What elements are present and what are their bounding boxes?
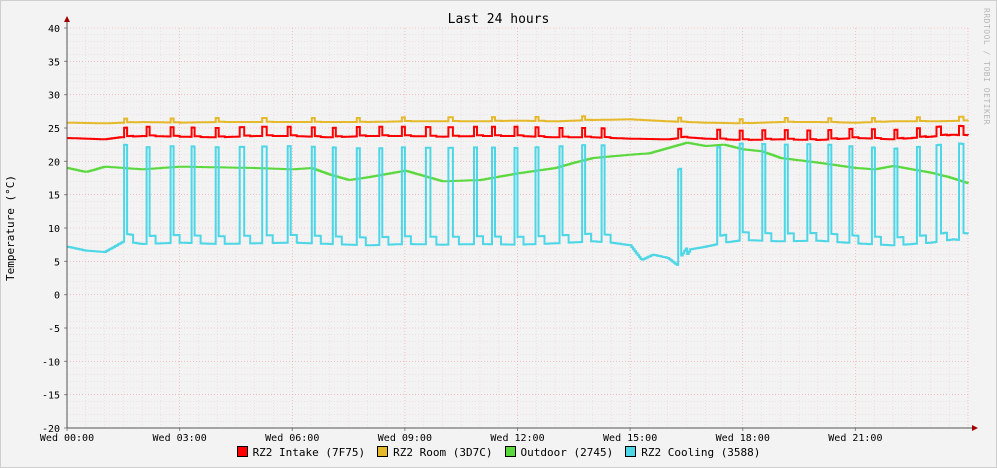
x-tick-label: Wed 15:00 [603, 433, 657, 444]
y-tick-label: 30 [48, 91, 60, 102]
x-tick-label: Wed 09:00 [378, 433, 432, 444]
series-layer [67, 115, 969, 266]
series-line [67, 124, 969, 141]
legend-item: RZ2 Room (3D7C) [377, 446, 493, 459]
series-line [67, 115, 969, 125]
y-tick-label: 35 [48, 57, 60, 68]
x-tick-label: Wed 21:00 [828, 433, 882, 444]
chart-title: Last 24 hours [447, 12, 550, 27]
x-tick-label: Wed 18:00 [716, 433, 770, 444]
y-tick-label: 20 [48, 157, 60, 168]
x-axis-arrow [972, 425, 978, 431]
series-line [67, 141, 969, 184]
y-tick-label: -15 [42, 391, 60, 402]
y-tick-label: 25 [48, 124, 60, 135]
y-tick-label: -5 [48, 324, 60, 335]
x-tick-label: Wed 00:00 [40, 433, 94, 444]
legend-label: RZ2 Cooling (3588) [641, 446, 761, 459]
legend-swatch [377, 446, 389, 457]
y-tick-label: -20 [42, 424, 60, 435]
y-tick-label: 0 [54, 291, 60, 302]
legend: RZ2 Intake (7F75) RZ2 Room (3D7C) Outdoor … [0, 446, 997, 459]
legend-label: RZ2 Room (3D7C) [393, 446, 493, 459]
legend-item: RZ2 Cooling (3588) [625, 446, 760, 459]
legend-swatch [625, 446, 637, 457]
x-tick-label: Wed 12:00 [490, 433, 544, 444]
y-axis-arrow [64, 16, 70, 22]
rrdtool-watermark: RRDTOOL / TOBI OETIKER [982, 8, 991, 125]
legend-item: Outdoor (2745) [504, 446, 614, 459]
legend-label: Outdoor (2745) [520, 446, 614, 459]
y-tick-label: 10 [48, 224, 60, 235]
y-tick-label: 5 [54, 257, 60, 268]
y-tick-label: 15 [48, 191, 60, 202]
legend-label: RZ2 Intake (7F75) [252, 446, 366, 459]
x-tick-label: Wed 03:00 [153, 433, 207, 444]
y-tick-label: 40 [48, 24, 60, 35]
legend-swatch [504, 446, 516, 457]
series-line [67, 142, 969, 266]
x-tick-label: Wed 06:00 [265, 433, 319, 444]
y-tick-label: -10 [42, 357, 60, 368]
legend-swatch [236, 446, 248, 457]
legend-item: RZ2 Intake (7F75) [236, 446, 366, 459]
